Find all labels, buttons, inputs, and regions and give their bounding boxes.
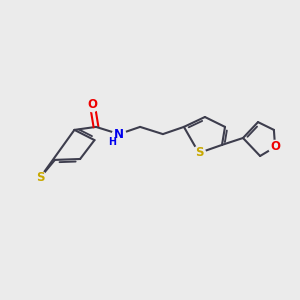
Text: S: S xyxy=(36,171,44,184)
Circle shape xyxy=(108,137,117,146)
Circle shape xyxy=(112,128,126,141)
Text: H: H xyxy=(109,136,116,147)
Circle shape xyxy=(268,140,282,154)
Text: N: N xyxy=(114,128,124,141)
Circle shape xyxy=(192,146,206,160)
Circle shape xyxy=(33,171,46,184)
Text: O: O xyxy=(87,98,98,112)
Text: O: O xyxy=(270,140,280,154)
Circle shape xyxy=(86,98,99,112)
Text: S: S xyxy=(195,146,203,160)
